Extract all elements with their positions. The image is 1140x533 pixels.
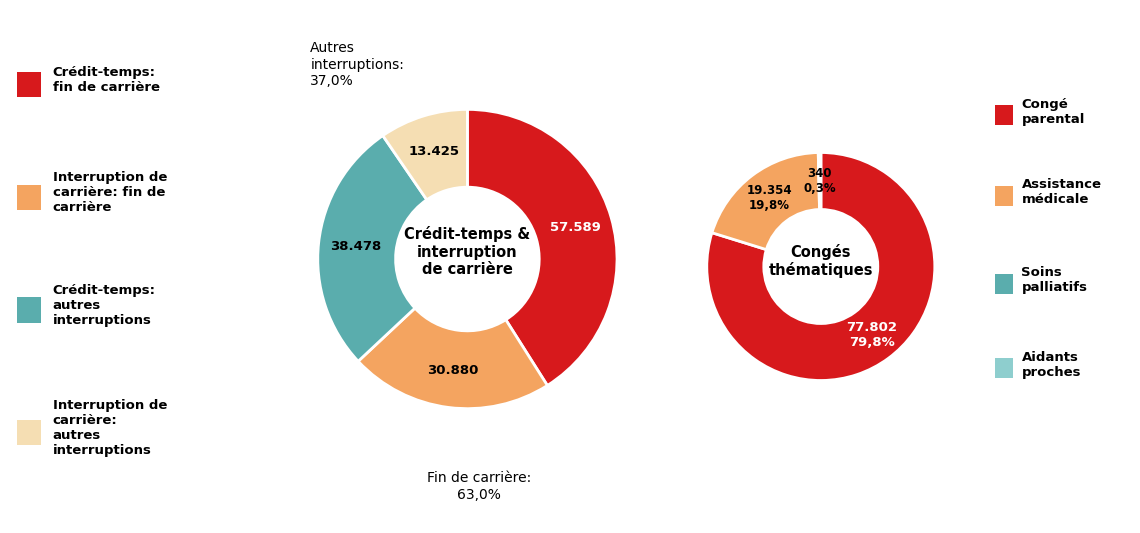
Bar [995, 105, 1012, 125]
Text: Congés
thématiques: Congés thématiques [768, 244, 873, 278]
Bar [17, 184, 41, 210]
Bar [17, 420, 41, 446]
Text: Assistance
médicale: Assistance médicale [1021, 178, 1101, 206]
Wedge shape [467, 109, 617, 385]
Wedge shape [358, 308, 547, 409]
Text: Autres
interruptions:
37,0%: Autres interruptions: 37,0% [310, 41, 405, 88]
Bar [995, 185, 1012, 206]
Bar [995, 274, 1012, 294]
Text: Aidants
proches: Aidants proches [1021, 351, 1081, 379]
Text: Interruption de
carrière: fin de
carrière: Interruption de carrière: fin de carrièr… [52, 172, 168, 214]
Wedge shape [711, 152, 820, 249]
Text: Interruption de
carrière:
autres
interruptions: Interruption de carrière: autres interru… [52, 399, 168, 457]
Bar [17, 297, 41, 323]
Bar [995, 358, 1012, 378]
Text: Crédit-temps:
fin de carrière: Crédit-temps: fin de carrière [52, 66, 160, 94]
Text: 57.589: 57.589 [549, 221, 601, 235]
Wedge shape [707, 152, 935, 381]
Text: 30.880: 30.880 [428, 364, 479, 377]
Text: 77.802
79,8%: 77.802 79,8% [846, 321, 897, 349]
Text: 38.478: 38.478 [331, 240, 382, 253]
Text: Crédit-temps:
autres
interruptions: Crédit-temps: autres interruptions [52, 284, 156, 327]
Text: 19.354
19,8%: 19.354 19,8% [747, 184, 792, 212]
Text: Congé
parental: Congé parental [1021, 98, 1085, 125]
Text: 13.425: 13.425 [408, 146, 459, 158]
Wedge shape [383, 109, 467, 200]
Text: Crédit-temps &
interruption
de carrière: Crédit-temps & interruption de carrière [405, 226, 530, 277]
Text: Soins
palliatifs: Soins palliatifs [1021, 266, 1088, 294]
Text: 340
0,3%: 340 0,3% [804, 167, 836, 195]
Wedge shape [318, 135, 426, 361]
Text: Fin de carrière:
63,0%: Fin de carrière: 63,0% [428, 472, 531, 502]
Bar [17, 72, 41, 98]
Wedge shape [819, 152, 821, 209]
